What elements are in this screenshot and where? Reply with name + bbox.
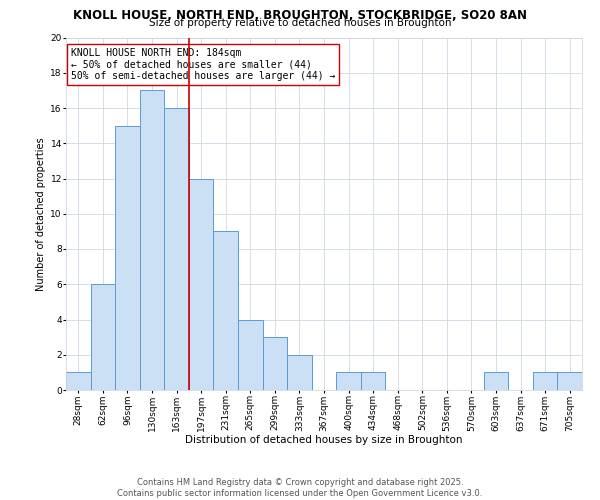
Bar bbox=[263, 337, 287, 390]
Bar bbox=[533, 372, 557, 390]
Bar bbox=[115, 126, 140, 390]
Text: Contains HM Land Registry data © Crown copyright and database right 2025.
Contai: Contains HM Land Registry data © Crown c… bbox=[118, 478, 482, 498]
Text: KNOLL HOUSE NORTH END: 184sqm
← 50% of detached houses are smaller (44)
50% of s: KNOLL HOUSE NORTH END: 184sqm ← 50% of d… bbox=[71, 48, 335, 82]
Bar bbox=[557, 372, 582, 390]
Y-axis label: Number of detached properties: Number of detached properties bbox=[36, 137, 46, 290]
Bar bbox=[140, 90, 164, 390]
Bar bbox=[361, 372, 385, 390]
X-axis label: Distribution of detached houses by size in Broughton: Distribution of detached houses by size … bbox=[185, 434, 463, 444]
Bar bbox=[287, 355, 312, 390]
Bar bbox=[91, 284, 115, 390]
Bar bbox=[66, 372, 91, 390]
Bar bbox=[164, 108, 189, 390]
Bar bbox=[336, 372, 361, 390]
Bar bbox=[238, 320, 263, 390]
Bar bbox=[214, 232, 238, 390]
Text: KNOLL HOUSE, NORTH END, BROUGHTON, STOCKBRIDGE, SO20 8AN: KNOLL HOUSE, NORTH END, BROUGHTON, STOCK… bbox=[73, 9, 527, 22]
Bar bbox=[484, 372, 508, 390]
Text: Size of property relative to detached houses in Broughton: Size of property relative to detached ho… bbox=[149, 18, 451, 28]
Bar bbox=[189, 178, 214, 390]
